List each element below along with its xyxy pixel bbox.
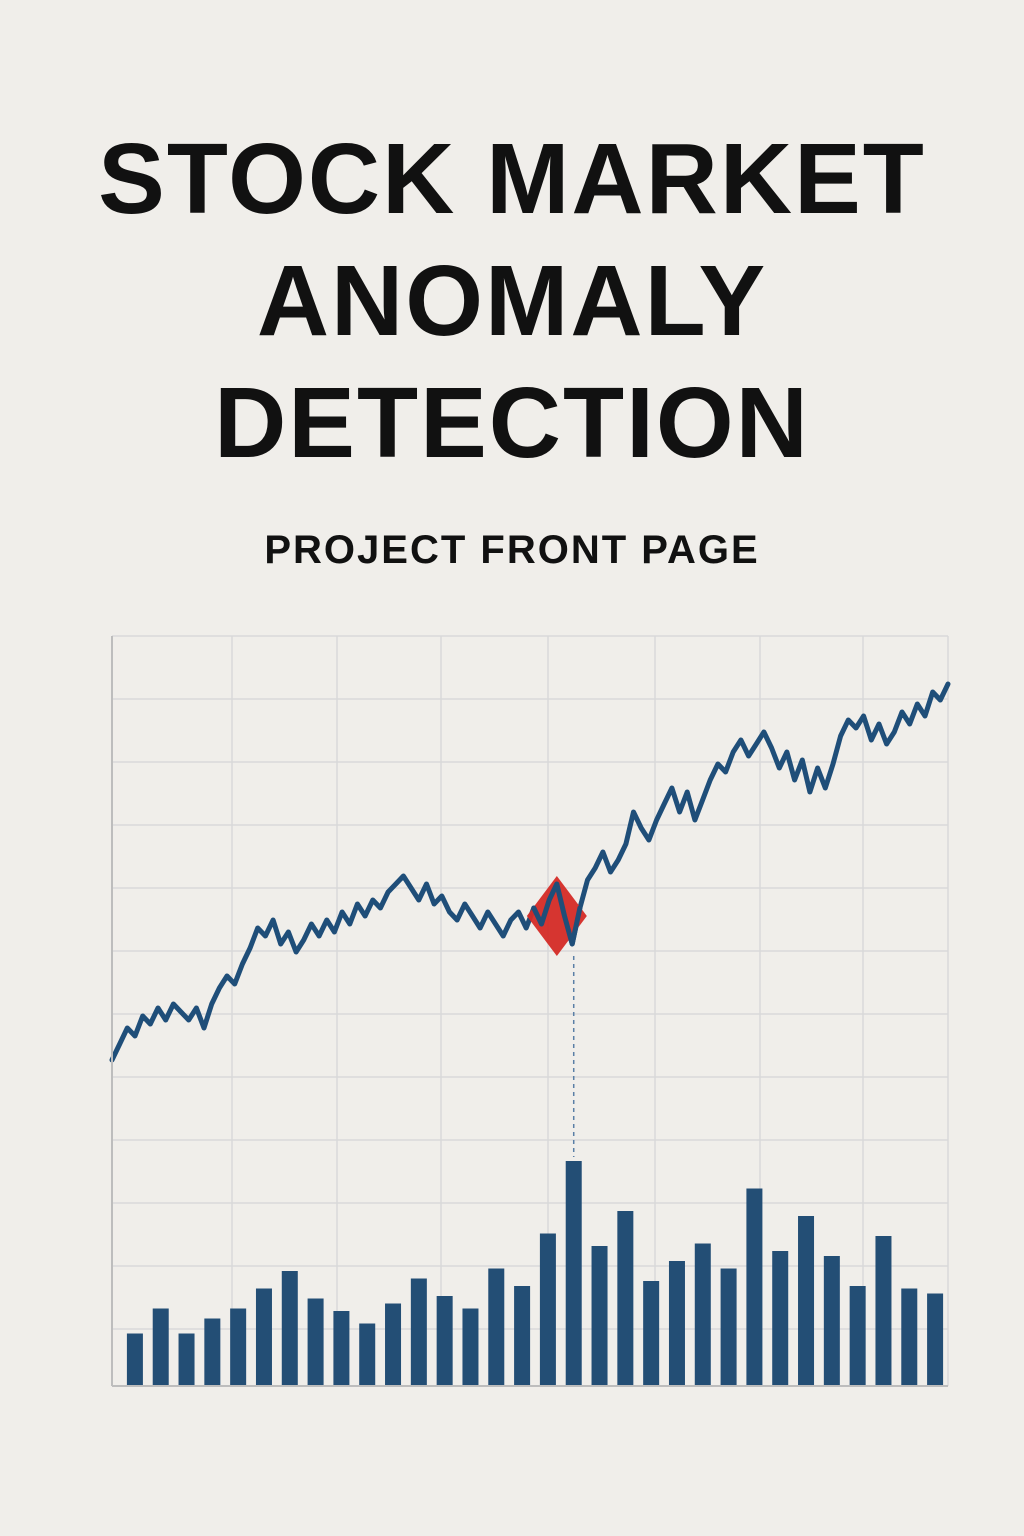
volume-bar — [307, 1298, 324, 1386]
volume-bar — [462, 1308, 479, 1386]
volume-bar — [772, 1251, 789, 1386]
volume-bar — [901, 1288, 918, 1386]
volume-bar — [591, 1246, 608, 1386]
volume-bar — [152, 1308, 169, 1386]
volume-bar — [385, 1303, 402, 1386]
volume-bar — [823, 1256, 840, 1386]
volume-bar — [746, 1188, 763, 1386]
volume-bar — [694, 1243, 711, 1386]
title-block: STOCK MARKET ANOMALY DETECTION — [0, 118, 1024, 484]
price-line — [109, 681, 951, 1063]
page-title-line-2: ANOMALY — [256, 245, 768, 357]
volume-bar — [514, 1286, 531, 1386]
volume-bar — [643, 1281, 660, 1386]
page-subtitle: PROJECT FRONT PAGE — [264, 528, 760, 572]
volume-bar — [281, 1271, 298, 1386]
volume-bar — [410, 1278, 427, 1386]
volume-bar — [255, 1288, 272, 1386]
volume-bar — [875, 1236, 892, 1386]
volume-bar — [668, 1261, 685, 1386]
volume-bar — [488, 1268, 505, 1386]
volume-bar — [565, 1161, 582, 1386]
volume-bar — [539, 1233, 556, 1386]
page-title-line-3: DETECTION — [214, 367, 810, 479]
volume-bar — [849, 1286, 866, 1386]
page-title-line-1: STOCK MARKET — [98, 123, 926, 235]
volume-bar — [617, 1211, 634, 1386]
volume-bars — [126, 1161, 944, 1386]
price-series — [109, 681, 951, 1063]
chart-grid — [111, 635, 949, 1386]
price-line-anomaly-segment — [531, 881, 583, 947]
volume-bar — [230, 1308, 247, 1386]
anomaly-markers — [526, 876, 587, 956]
volume-bar — [126, 1333, 143, 1386]
volume-bar — [204, 1318, 221, 1386]
chart-axes — [111, 636, 948, 1387]
volume-bar — [333, 1311, 350, 1386]
volume-bar — [720, 1268, 737, 1386]
volume-bar — [436, 1296, 453, 1386]
volume-bar — [359, 1323, 376, 1386]
volume-bar — [178, 1333, 195, 1386]
volume-bar — [798, 1216, 815, 1386]
volume-bar — [927, 1293, 944, 1386]
